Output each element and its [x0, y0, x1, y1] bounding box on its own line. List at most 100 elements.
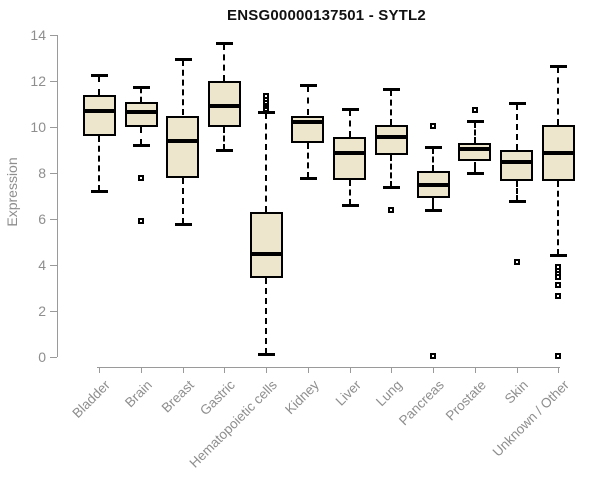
x-axis-tick	[474, 367, 476, 373]
median-liver	[333, 151, 367, 156]
y-axis-tick-label: 12	[30, 73, 46, 89]
median-skin	[500, 159, 534, 164]
y-axis-tick-label: 8	[38, 165, 46, 181]
lower-whisker-breast	[181, 177, 184, 224]
box-brain	[124, 101, 158, 127]
lower-whisker-cap-kidney	[299, 176, 317, 180]
lower-whisker-cap-prostate	[466, 172, 484, 175]
y-axis-tick-label: 2	[38, 303, 46, 319]
outlier-brain	[138, 218, 145, 225]
median-kidney	[291, 120, 325, 125]
upper-whisker-kidney	[306, 85, 309, 116]
median-pancreas	[416, 182, 450, 187]
lower-whisker-gastric	[223, 127, 226, 150]
y-axis-line	[57, 35, 58, 357]
lower-whisker-cap-hematopoietic-cells	[258, 352, 276, 356]
y-axis-tick	[50, 265, 57, 266]
box-gastric	[207, 81, 241, 127]
outlier-lung	[388, 206, 395, 213]
median-prostate	[458, 146, 492, 151]
outlier-hematopoietic-cells	[263, 92, 270, 99]
lower-whisker-hematopoietic-cells	[265, 277, 268, 354]
lower-whisker-kidney	[306, 143, 309, 178]
x-axis-tick	[558, 367, 560, 373]
lower-whisker-unknown-other	[557, 181, 560, 255]
outlier-brain	[138, 174, 145, 181]
x-axis-tick	[433, 367, 435, 373]
x-axis-tick	[516, 367, 518, 373]
y-axis-tick	[50, 219, 57, 220]
x-axis-tick	[141, 367, 143, 373]
outlier-unknown-other	[555, 293, 562, 300]
lower-whisker-skin	[515, 181, 518, 201]
outlier-pancreas	[430, 122, 437, 129]
upper-whisker-cap-bladder	[91, 74, 109, 78]
outlier-unknown-other	[555, 273, 562, 280]
upper-whisker-cap-liver	[341, 107, 359, 111]
y-axis-tick	[50, 357, 57, 358]
upper-whisker-cap-kidney	[299, 83, 317, 87]
upper-whisker-bladder	[98, 76, 101, 95]
lower-whisker-cap-bladder	[91, 190, 109, 194]
lower-whisker-cap-pancreas	[425, 208, 443, 212]
y-axis-tick-label: 6	[38, 211, 46, 227]
upper-whisker-cap-unknown-other	[550, 65, 568, 69]
upper-whisker-hematopoietic-cells	[265, 113, 268, 213]
upper-whisker-unknown-other	[557, 67, 560, 125]
upper-whisker-pancreas	[432, 147, 435, 171]
upper-whisker-skin	[515, 104, 518, 150]
y-axis-tick	[50, 35, 57, 36]
median-unknown-other	[541, 151, 575, 156]
outlier-skin	[513, 258, 520, 265]
lower-whisker-bladder	[98, 136, 101, 192]
box-prostate	[458, 143, 492, 162]
x-axis-tick	[349, 367, 351, 373]
lower-whisker-cap-liver	[341, 204, 359, 208]
lower-whisker-lung	[390, 154, 393, 187]
upper-whisker-liver	[348, 109, 351, 138]
y-axis-tick-label: 4	[38, 257, 46, 273]
median-lung	[374, 135, 408, 140]
y-axis-tick	[50, 81, 57, 82]
lower-whisker-pancreas	[432, 198, 435, 210]
box-lung	[374, 124, 408, 155]
y-axis-tick	[50, 311, 57, 312]
box-hematopoietic-cells	[249, 212, 283, 278]
median-gastric	[207, 104, 241, 109]
upper-whisker-breast	[181, 60, 184, 116]
upper-whisker-brain	[140, 87, 143, 102]
lower-whisker-prostate	[473, 161, 476, 173]
outlier-pancreas	[430, 352, 437, 359]
upper-whisker-cap-lung	[383, 88, 401, 92]
outlier-unknown-other	[555, 352, 562, 359]
y-axis-tick-label: 0	[38, 349, 46, 365]
x-axis-tick	[182, 367, 184, 373]
x-axis-tick	[266, 367, 268, 373]
y-axis-tick	[50, 173, 57, 174]
y-axis-tick-label: 10	[30, 119, 46, 135]
upper-whisker-cap-prostate	[466, 120, 484, 124]
outlier-unknown-other	[555, 281, 562, 288]
lower-whisker-liver	[348, 179, 351, 206]
x-axis-tick	[99, 367, 101, 373]
upper-whisker-lung	[390, 90, 393, 125]
box-bladder	[82, 94, 116, 137]
y-axis-tick-label: 14	[30, 27, 46, 43]
upper-whisker-prostate	[473, 122, 476, 144]
y-axis-tick	[50, 127, 57, 128]
upper-whisker-cap-breast	[174, 58, 192, 62]
lower-whisker-cap-gastric	[216, 149, 234, 152]
upper-whisker-cap-brain	[133, 85, 151, 89]
chart-title: ENSG00000137501 - SYTL2	[227, 7, 426, 24]
box-kidney	[291, 115, 325, 144]
upper-whisker-gastric	[223, 44, 226, 81]
x-axis-line	[97, 367, 561, 368]
median-breast	[166, 138, 200, 143]
x-axis-tick	[224, 367, 226, 373]
x-axis-tick	[391, 367, 393, 373]
lower-whisker-cap-skin	[508, 199, 526, 203]
upper-whisker-cap-skin	[508, 102, 526, 105]
median-bladder	[82, 108, 116, 113]
x-axis-tick	[307, 367, 309, 373]
